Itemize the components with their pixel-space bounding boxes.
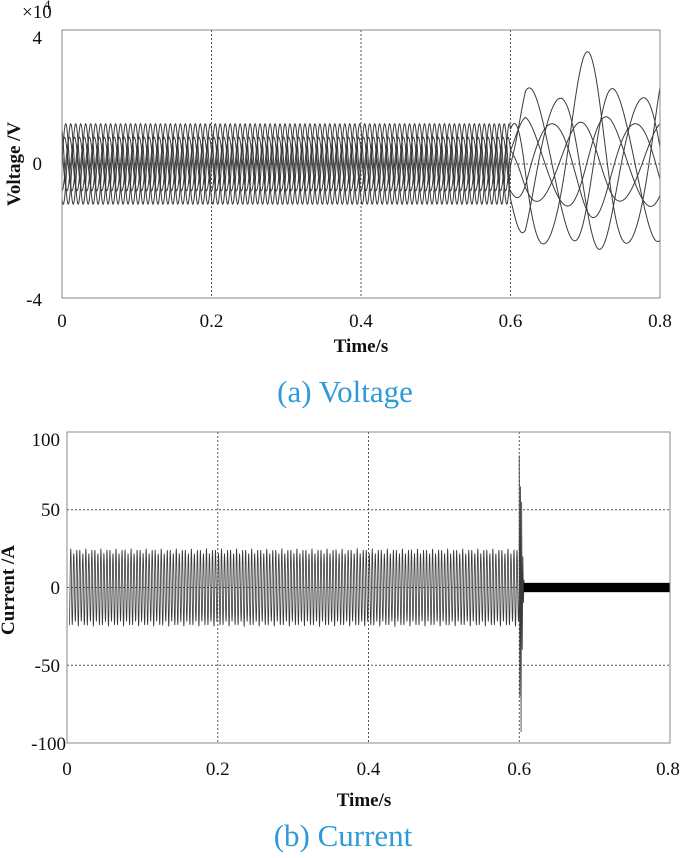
current-trace-pre-fault bbox=[68, 455, 525, 733]
current-traces bbox=[68, 455, 670, 733]
current-y-tick-50: 50 bbox=[41, 500, 60, 521]
voltage-traces bbox=[61, 51, 661, 250]
current-x-tick-0.8: 0.8 bbox=[656, 759, 680, 780]
voltage-series-6 bbox=[61, 123, 661, 219]
voltage-y-tick-4: 4 bbox=[33, 28, 43, 49]
voltage-chart: ×10 4 4 0 -4 0 0.2 0.4 0.6 0.8 Time/s Vo… bbox=[4, 0, 672, 409]
current-y-tick-0: 0 bbox=[51, 578, 61, 599]
voltage-x-tick-0.2: 0.2 bbox=[200, 311, 224, 332]
voltage-series-2 bbox=[61, 51, 661, 245]
voltage-caption: (a) Voltage bbox=[277, 374, 413, 409]
voltage-x-tick-0: 0 bbox=[57, 311, 67, 332]
voltage-x-tick-0.4: 0.4 bbox=[349, 311, 373, 332]
voltage-series-1 bbox=[61, 87, 661, 243]
voltage-y-multiplier-exponent: 4 bbox=[44, 0, 51, 12]
voltage-series-3 bbox=[61, 97, 661, 250]
current-plot-frame bbox=[66, 431, 671, 744]
current-trace-post-fault-band bbox=[523, 582, 670, 593]
current-x-tick-0.4: 0.4 bbox=[357, 759, 381, 780]
voltage-x-tick-0.8: 0.8 bbox=[648, 311, 672, 332]
voltage-y-tick-neg4: -4 bbox=[26, 290, 42, 311]
voltage-y-axis-label: Voltage /V bbox=[4, 122, 25, 207]
current-y-tick-neg100: -100 bbox=[31, 734, 66, 755]
current-x-tick-0: 0 bbox=[62, 759, 72, 780]
current-chart: 100 50 0 -50 -100 0 0.2 0.4 0.6 0.8 Time… bbox=[0, 430, 680, 853]
voltage-y-multiplier: ×10 bbox=[22, 2, 52, 23]
current-y-tick-neg50: -50 bbox=[35, 656, 60, 677]
voltage-plot-frame bbox=[61, 29, 661, 299]
current-x-axis-label: Time/s bbox=[337, 790, 392, 811]
voltage-y-tick-0: 0 bbox=[33, 154, 43, 175]
current-caption: (b) Current bbox=[274, 818, 413, 853]
current-y-axis-label: Current /A bbox=[0, 545, 19, 635]
voltage-x-axis-label: Time/s bbox=[334, 336, 389, 357]
current-x-tick-0.6: 0.6 bbox=[507, 759, 531, 780]
current-y-tick-100: 100 bbox=[32, 430, 61, 451]
voltage-x-tick-0.6: 0.6 bbox=[499, 311, 523, 332]
current-x-tick-0.2: 0.2 bbox=[206, 759, 230, 780]
